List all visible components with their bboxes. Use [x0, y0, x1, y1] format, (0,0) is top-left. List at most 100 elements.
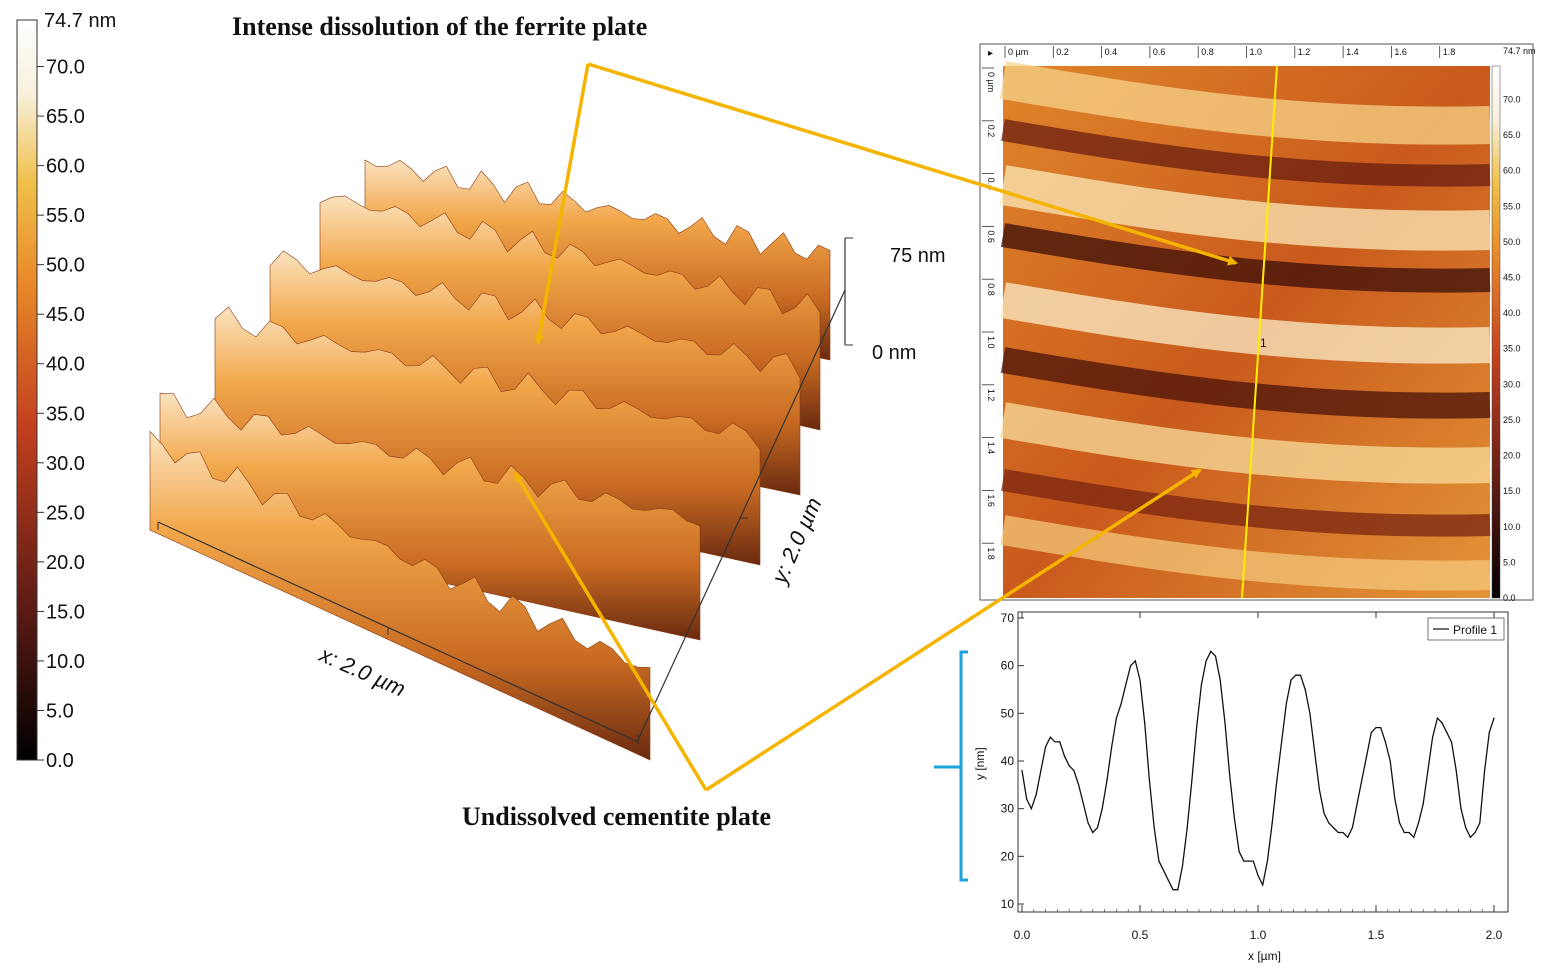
cementite-arrow-right [705, 468, 1202, 792]
profile-y-tick-label: 60 [1001, 659, 1015, 673]
profile-legend: Profile 1 [1427, 617, 1505, 641]
profile-y-tick-label: 30 [1001, 802, 1015, 816]
profile-data-point [1196, 727, 1198, 729]
profile-data-point [1125, 684, 1127, 686]
profile-data-point [1262, 884, 1264, 886]
main-colorbar-ticks: 70.0 65.0 60.0 55.0 50.0 45.0 40.0 35.0 30.0 25.0… [37, 57, 85, 772]
afm-map-band [1003, 360, 1490, 406]
profile-data-point [1243, 860, 1245, 862]
profile-data-point [1337, 831, 1339, 834]
z-min-label: 0 nm [872, 342, 916, 364]
profile-data-point [1163, 870, 1165, 872]
profile-legend-label: Profile 1 [1453, 623, 1497, 637]
afm-map-band [1003, 480, 1490, 526]
profile-data-point [1375, 727, 1377, 729]
afm-map-colorbar-ticks: 70.0 65.0 60.0 55.0 50.0 45.0 40.0 35.0 30.0 25.0… [1503, 94, 1521, 603]
profile-data-point [1314, 750, 1316, 753]
ferrite-label: Intense dissolution of the ferrite plate [232, 12, 647, 41]
profile-data-point [1399, 822, 1401, 824]
profile-data-point [1167, 879, 1169, 881]
afm-map-top-ruler: 0 µm 0.2 0.4 0.6 0.8 1.0 1.2 1.4 1.6 1.8 [1004, 46, 1455, 58]
profile-data-point [1238, 851, 1240, 853]
profile-data-point [1252, 860, 1254, 862]
main-colorbar-tick-label: 0.0 [46, 750, 74, 772]
profile-data-point [1281, 741, 1283, 743]
profile-y-label: y [nm] [973, 747, 987, 780]
ferrite-arrow-left [534, 63, 590, 345]
profile-data-point [1026, 798, 1028, 800]
profile-y-tick-label: 40 [1001, 754, 1015, 768]
profile-data-point [1370, 731, 1372, 734]
afm-top-tick-label: 1.0 [1250, 47, 1263, 57]
profile-data-point [1394, 798, 1396, 800]
profile-x-tick-label: 0.0 [1014, 928, 1031, 942]
z-max-label: 75 nm [890, 245, 946, 267]
profile-data-point [1408, 831, 1410, 834]
profile-data-point [1309, 712, 1311, 714]
surface-ridge [149, 430, 651, 761]
afm-map-band [1003, 235, 1490, 281]
surface-ridge [159, 392, 701, 641]
profile-line[interactable] [1241, 65, 1278, 599]
main-colorbar-tick-label: 70.0 [46, 57, 85, 79]
profile-data-point [1366, 755, 1368, 757]
profile-y-tick-label: 20 [1001, 849, 1015, 863]
x-axis-label: x: 2.0 µm [315, 641, 409, 701]
profile-data-point [1191, 779, 1193, 781]
profile-y-ticks: 10 20 30 40 50 60 70 [1001, 611, 1024, 911]
profile-data-point [1096, 827, 1099, 829]
profile-data-point [1479, 822, 1481, 824]
main-colorbar-tick-label: 40.0 [46, 354, 85, 376]
profile-data-point [1106, 779, 1108, 781]
profile-data-point [1078, 784, 1080, 786]
afm-left-tick-label: 0.4 [986, 178, 996, 191]
afm-left-tick-label: 1.6 [986, 494, 996, 507]
afm-colorbar-tick-label: 0.0 [1503, 593, 1516, 603]
main-colorbar-tick-label: 25.0 [46, 502, 85, 524]
profile-x-tick-label: 0.5 [1132, 928, 1149, 942]
profile-data-point [1144, 722, 1146, 724]
afm-top-tick-label: 0.8 [1201, 47, 1214, 57]
profile-data-point [1356, 803, 1358, 805]
profile-data-point [1285, 703, 1287, 705]
afm-colorbar-tick-label: 10.0 [1503, 522, 1521, 532]
afm-map-bands [1003, 80, 1490, 576]
afm-colorbar-tick-label: 70.0 [1503, 94, 1521, 104]
afm-map-left-ruler: 0 µm 0.2 0.4 0.6 0.8 1.0 1.2 1.4 1.6 1.8 [982, 67, 996, 560]
profile-data-point [1040, 769, 1042, 772]
profile-data-point [1054, 741, 1056, 743]
afm-colorbar-tick-label: 50.0 [1503, 237, 1521, 247]
main-colorbar-tick-label: 55.0 [46, 205, 85, 227]
profile-data-point [1139, 679, 1141, 681]
profile-data-point [1271, 822, 1273, 824]
afm-left-tick-label: 1.4 [986, 442, 996, 455]
profile-data-point [1460, 808, 1462, 810]
afm-top-tick-label: 1.6 [1394, 47, 1407, 57]
afm-map-play-icon[interactable]: ▸ [988, 48, 993, 59]
profile-data-point [1266, 860, 1268, 862]
afm-top-tick-label: 0.2 [1056, 47, 1069, 57]
main-colorbar-tick-label: 20.0 [46, 552, 85, 574]
profile-data-point [1229, 774, 1231, 776]
profile-data-point [1200, 684, 1202, 686]
profile-data-point [1276, 779, 1278, 781]
profile-data-point [1153, 827, 1155, 829]
x-axis-line [157, 521, 639, 743]
profile-data-point [1111, 746, 1113, 748]
main-colorbar-tick-label: 65.0 [46, 106, 85, 128]
profile-x-tick-label: 2.0 [1486, 928, 1503, 942]
profile-data-point [1063, 755, 1066, 757]
profile-data-point [1342, 831, 1344, 834]
range-bracket [934, 650, 968, 882]
profile-chart: 10 20 30 40 50 60 70 0.0 0.5 1.0 1.5 2.0 x [µm] y … [934, 611, 1509, 963]
profile-x-tick-label: 1.5 [1368, 928, 1385, 942]
afm-map-band [1003, 420, 1490, 466]
profile-data-point [1082, 803, 1084, 805]
profile-data-point [1432, 736, 1434, 738]
afm-top-tick-label: 1.4 [1346, 47, 1359, 57]
profile-data-point [1177, 889, 1179, 891]
afm-top-tick-label: 1.2 [1298, 47, 1311, 57]
afm-colorbar-tick-label: 35.0 [1503, 344, 1521, 354]
range-bracket-shape [959, 650, 968, 882]
afm-left-tick-label: 0 µm [986, 72, 996, 92]
